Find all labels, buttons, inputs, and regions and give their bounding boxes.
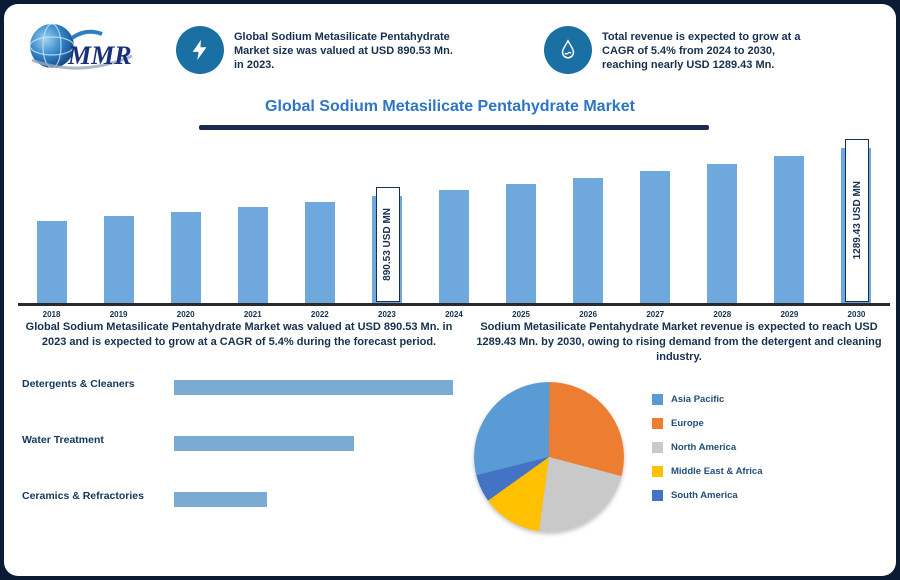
legend-label: Europe xyxy=(671,418,704,429)
legend-label: Middle East & Africa xyxy=(671,466,763,477)
x-tick-label: 2026 xyxy=(579,310,598,319)
bar-2021 xyxy=(237,207,268,303)
legend-item: Asia Pacific xyxy=(652,394,882,405)
market-size-bar-chart: 2018 2019 2020 2021 2022 2023 2024 2025 2026 2027… xyxy=(18,139,890,319)
legend-swatch xyxy=(652,490,663,501)
legend-swatch xyxy=(652,442,663,453)
bar-2027 xyxy=(640,171,671,303)
title-underline xyxy=(199,125,709,130)
hbar-bar xyxy=(174,492,267,507)
water-drop-icon xyxy=(561,39,575,59)
legend-item: Middle East & Africa xyxy=(652,466,882,477)
x-tick-label: 2020 xyxy=(176,310,195,319)
legend-label: Asia Pacific xyxy=(671,394,725,405)
header-left-line-1: Global Sodium Metasilicate Pentahydrate xyxy=(234,31,450,43)
value-annotation-2030: 1289.43 USD MN xyxy=(845,139,870,302)
legend-item: Europe xyxy=(652,418,882,429)
globe-icon: MMR xyxy=(29,23,133,70)
hbar-bar xyxy=(174,380,453,395)
legend-swatch xyxy=(652,394,663,405)
header-left-text: Global Sodium Metasilicate Pentahydrate … xyxy=(234,30,534,72)
x-tick-label: 2029 xyxy=(780,310,799,319)
infographic-card: MMR Global Sodium Metasilicate Pentahydr… xyxy=(4,4,896,576)
legend-swatch xyxy=(652,466,663,477)
caption-left: Global Sodium Metasilicate Pentahydrate … xyxy=(25,321,453,348)
hbar-label: Ceramics & Refractories xyxy=(22,490,144,502)
header-right-text: Total revenue is expected to grow at a C… xyxy=(602,30,892,72)
x-tick-label: 2021 xyxy=(243,310,262,319)
x-tick-label: 2024 xyxy=(445,310,463,319)
header-right-line-1: Total revenue is expected to grow at a xyxy=(602,31,801,43)
lightning-icon-circle xyxy=(176,26,224,74)
legend-swatch xyxy=(652,418,663,429)
bar-2020 xyxy=(170,212,201,303)
bar-2024 xyxy=(439,190,469,303)
bar-2029 xyxy=(774,156,805,303)
bar-2025 xyxy=(506,184,537,303)
region-pie-chart xyxy=(474,382,624,532)
hbar-label: Detergents & Cleaners xyxy=(22,378,135,390)
segment-hbar-chart: Detergents & Cleaners Water Treatment Cera… xyxy=(20,372,460,522)
caption-right: Sodium Metasilicate Pentahydrate Market … xyxy=(476,321,882,363)
x-tick-label: 2028 xyxy=(713,310,732,319)
x-tick-label: 2022 xyxy=(310,310,329,319)
bar-2018 xyxy=(36,221,67,303)
legend-label: North America xyxy=(671,442,737,453)
header-right-line-2: CAGR of 5.4% from 2024 to 2030, xyxy=(602,45,776,57)
value-annotation-2023: 890.53 USD MN xyxy=(375,187,400,302)
bar-2022 xyxy=(304,202,335,303)
page-title: Global Sodium Metasilicate Pentahydrate … xyxy=(265,98,635,115)
svg-text:MMR: MMR xyxy=(67,41,132,70)
legend-item: North America xyxy=(652,442,882,453)
water-drop-icon-circle xyxy=(544,26,592,74)
legend-item: South America xyxy=(652,490,882,501)
lightning-icon xyxy=(192,39,207,61)
x-tick-label: 2027 xyxy=(646,310,665,319)
pie-legend: Asia Pacific Europe North America Middle Ea… xyxy=(652,394,882,514)
hbar-label: Water Treatment xyxy=(22,434,104,446)
header-right-line-3: reaching nearly USD 1289.43 Mn. xyxy=(602,59,775,71)
x-tick-label: 2030 xyxy=(847,310,866,319)
header-left-line-3: in 2023. xyxy=(234,59,275,71)
x-tick-label: 2018 xyxy=(42,310,61,319)
bar-2028 xyxy=(707,164,738,303)
hbar-bar xyxy=(174,436,354,451)
legend-label: South America xyxy=(671,490,738,501)
mmr-logo: MMR xyxy=(20,16,160,78)
x-tick-label: 2019 xyxy=(109,310,128,319)
header-left-line-2: Market size was valued at USD 890.53 Mn. xyxy=(234,45,453,57)
x-axis-line xyxy=(18,303,890,306)
bar-2019 xyxy=(103,216,134,303)
x-tick-label: 2023 xyxy=(378,310,396,319)
bar-2026 xyxy=(573,178,604,303)
x-tick-label: 2025 xyxy=(512,310,530,319)
